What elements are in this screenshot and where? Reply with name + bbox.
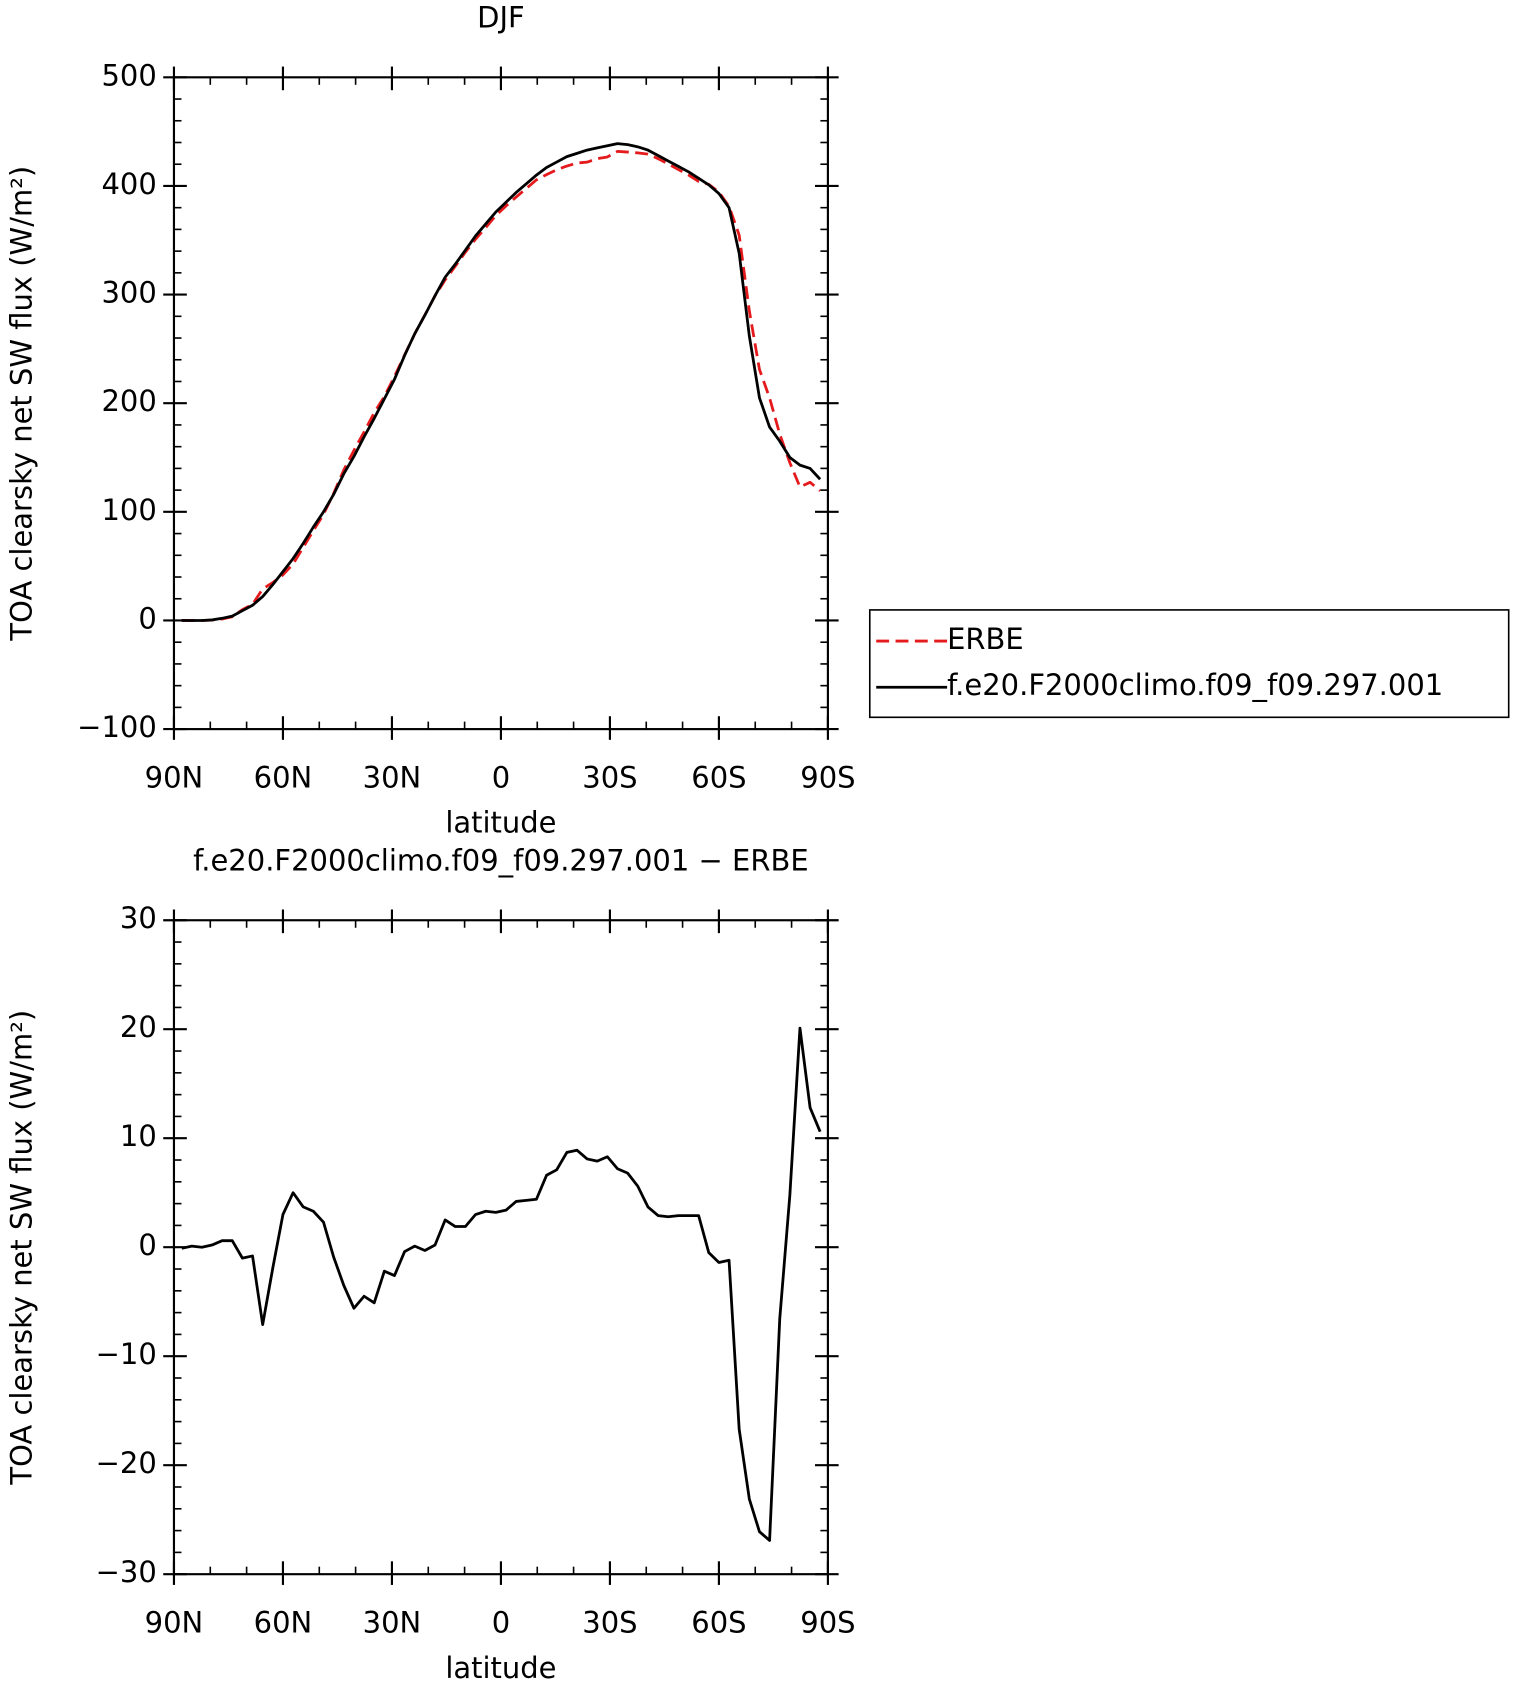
chart-title: DJF (477, 0, 525, 34)
y-tick-label: 0 (138, 1228, 156, 1262)
x-tick-label: 90S (800, 1606, 855, 1640)
x-tick-label: 30N (363, 761, 422, 795)
y-tick-label: 400 (101, 167, 156, 201)
y-tick-label: 200 (101, 384, 156, 418)
y-tick-label: −100 (77, 710, 157, 744)
canvas: DJF latitude TOA clearsky net SW flux (W/m… (5, 0, 1510, 1682)
y-tick-label: −10 (96, 1337, 157, 1371)
x-tick-label: 90N (145, 761, 204, 795)
data-line (181, 142, 822, 622)
plot-frame (172, 919, 829, 1576)
x-axis-label: latitude (445, 1651, 556, 1682)
y-tick-label: 20 (120, 1010, 157, 1044)
x-tick-label: 0 (492, 1606, 510, 1640)
x-tick-label: 90N (145, 1606, 204, 1640)
x-tick-label: 60N (254, 1606, 313, 1640)
y-tick-label: −20 (96, 1446, 157, 1480)
x-tick-label: 60S (691, 761, 746, 795)
y-axis-label: TOA clearsky net SW flux (W/m²) (5, 1010, 39, 1486)
data-line (181, 1026, 822, 1542)
x-tick-label: 60N (254, 761, 313, 795)
y-tick-label: 300 (101, 276, 156, 310)
x-tick-label: 90S (800, 761, 855, 795)
x-tick-label: 30S (582, 1606, 637, 1640)
x-tick-label: 0 (492, 761, 510, 795)
legend-label: f.e20.F2000climo.f09_f09.297.001 (947, 668, 1443, 702)
legend-box (868, 609, 1510, 719)
x-tick-label: 30S (582, 761, 637, 795)
y-tick-label: 10 (120, 1119, 157, 1153)
plot-frame (172, 76, 829, 731)
y-tick-label: 100 (101, 493, 156, 527)
y-tick-label: 500 (101, 58, 156, 92)
x-axis-label: latitude (445, 806, 556, 840)
data-line (181, 150, 822, 622)
y-tick-label: 0 (138, 601, 156, 635)
x-tick-label: 30N (363, 1606, 422, 1640)
x-tick-label: 60S (691, 1606, 746, 1640)
chart-title: f.e20.F2000climo.f09_f09.297.001 − ERBE (193, 843, 808, 877)
y-tick-label: −30 (96, 1555, 157, 1589)
y-axis-label: TOA clearsky net SW flux (W/m²) (5, 166, 39, 642)
legend-label: ERBE (947, 622, 1024, 656)
y-tick-label: 30 (120, 901, 157, 935)
